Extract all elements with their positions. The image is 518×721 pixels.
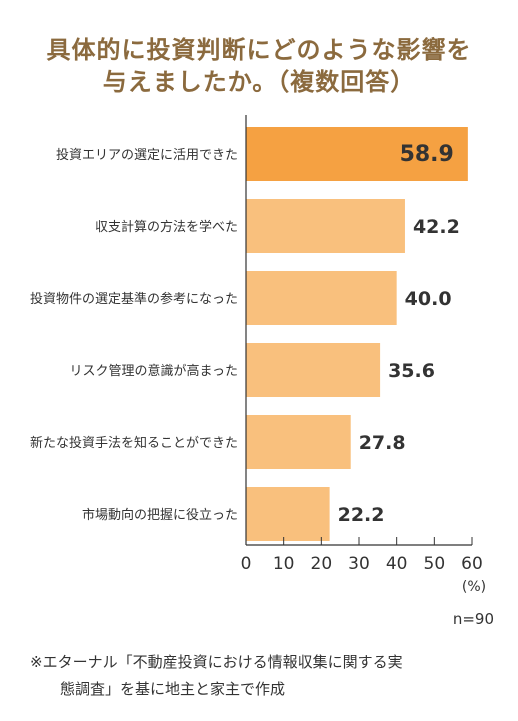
x-tick-label: 20 [311,554,333,574]
chart-title-line-1: 具体的に投資判断にどのような影響を [46,36,472,64]
value-label: 40.0 [405,288,452,310]
x-tick-label: 60 [461,554,483,574]
category-label: 収支計算の方法を学べた [95,219,238,235]
x-tick-label: 10 [273,554,295,574]
category-label: 投資エリアの選定に活用できた [56,147,238,163]
category-label: リスク管理の意識が高まった [70,363,238,379]
value-label: 58.9 [400,142,454,167]
value-label: 42.2 [413,216,460,238]
sample-size-label: n=90 [452,610,494,628]
value-label: 22.2 [338,504,385,526]
category-label: 市場動向の把握に役立った [82,507,238,523]
bar-chart: 投資エリアの選定に活用できた 58.9 収支計算の方法を学べた 42.2 投資物件の選定… [30,115,486,595]
x-tick-label: 40 [386,554,408,574]
value-label: 35.6 [388,360,435,382]
category-label: 投資物件の選定基準の参考になった [30,291,238,307]
bar [246,127,468,181]
footnote-line-1: ※エターナル「不動産投資における情報収集に関する実 [30,653,403,671]
bar [246,271,397,325]
bar [246,415,351,469]
footnote-line-2: 態調査」を基に地主と家主で作成 [60,680,286,698]
value-label: 27.8 [359,432,406,454]
x-tick-label: 30 [348,554,370,574]
bar [246,487,330,541]
category-label: 新たな投資手法を知ることができた [30,435,238,451]
x-axis-unit-label: (%) [462,579,486,595]
chart-title-line-2: 与えましたか。（複数回答） [102,68,416,96]
x-tick-label: 50 [424,554,446,574]
bar [246,343,381,397]
x-tick-label: 0 [241,554,252,574]
bar [246,199,405,253]
